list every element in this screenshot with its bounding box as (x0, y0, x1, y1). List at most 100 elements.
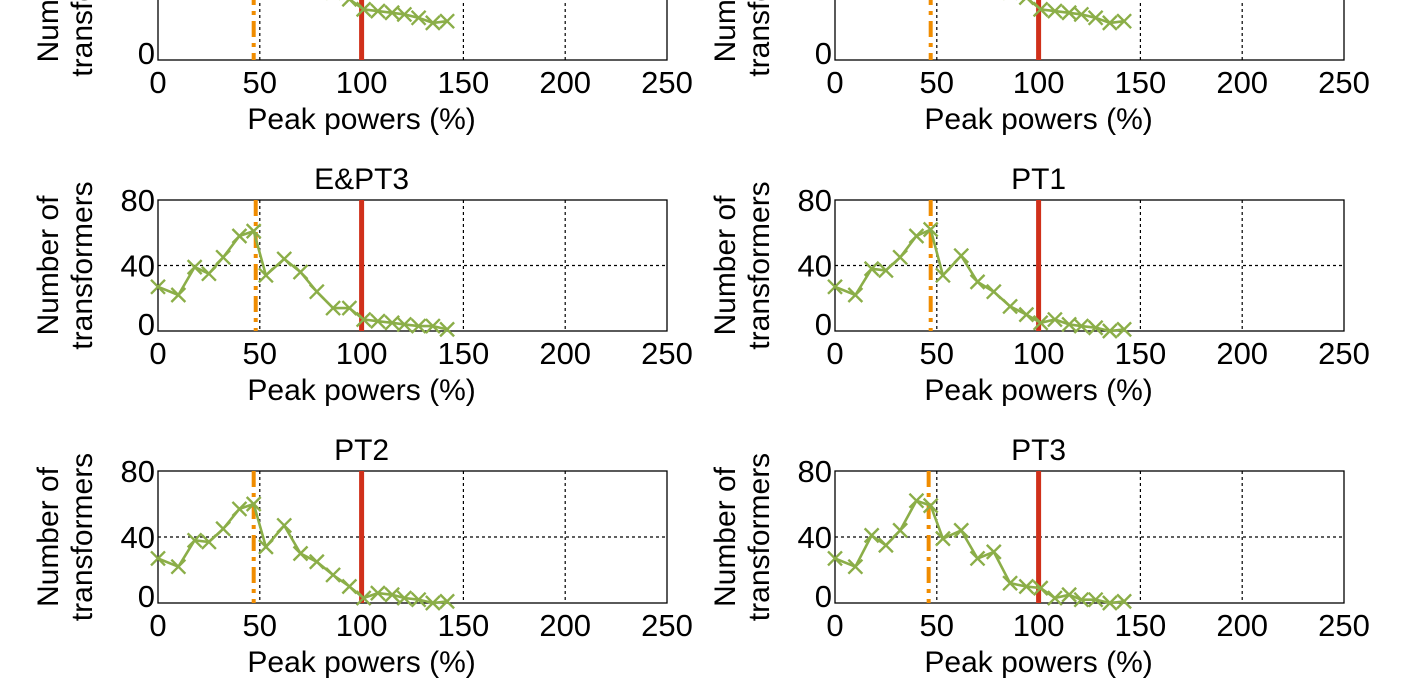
x-tick-label: 150 (1115, 65, 1167, 100)
data-point-marker (922, 497, 939, 514)
data-point-marker (1018, 306, 1035, 323)
data-point-marker (341, 300, 358, 316)
data-point-marker (1073, 591, 1090, 608)
y-axis-title-line2: transformers (66, 0, 99, 77)
data-point-marker (847, 558, 864, 575)
chart-panel-4: 0 50 100 150 200 250 0 40 80 Peak powers (%) Numbe… (709, 163, 1370, 407)
data-point-marker (439, 593, 455, 610)
data-point-marker (292, 545, 309, 562)
x-tick-label: 0 (149, 336, 166, 371)
data-point-marker (410, 318, 427, 334)
data-point-marker (847, 287, 864, 303)
y-tick-label: 40 (121, 520, 155, 555)
y-axis-title-line2: transformers (66, 181, 99, 349)
chart-panel-5: 0 50 100 150 200 250 0 40 80 Peak powers (%) Numbe… (32, 434, 693, 679)
series-line (834, 499, 1125, 605)
x-tick-label: 200 (539, 608, 591, 643)
x-axis-title: Peak powers (%) (247, 374, 475, 407)
x-tick-label: 100 (336, 336, 388, 371)
data-point-marker (985, 544, 1002, 560)
data-point-marker (425, 595, 441, 611)
x-tick-label: 150 (438, 336, 490, 371)
data-point-marker (1073, 318, 1090, 334)
chart-panel-3: 0 50 100 150 200 250 0 40 80 Peak powers (%) Numbe… (32, 163, 693, 407)
data-point-marker (186, 532, 203, 549)
x-tick-label: 50 (243, 608, 277, 643)
data-point-marker (215, 520, 232, 537)
x-tick-label: 100 (336, 608, 388, 643)
series-line (157, 502, 448, 605)
y-tick-label: 0 (815, 579, 832, 614)
data-point-marker (1116, 13, 1132, 30)
y-tick-label: 40 (798, 249, 832, 284)
y-tick-label: 80 (798, 454, 832, 489)
data-point-marker (1032, 314, 1049, 331)
data-point-marker (258, 539, 274, 555)
panel-title: E&PT3 (314, 163, 409, 196)
data-point-marker (170, 287, 187, 303)
data-point-marker (953, 522, 970, 539)
y-tick-label: 40 (798, 520, 832, 555)
x-tick-label: 100 (1013, 608, 1065, 643)
data-point-marker (355, 590, 372, 606)
data-point-marker (245, 496, 262, 512)
data-point-marker (1087, 319, 1104, 336)
data-point-marker (201, 534, 217, 550)
x-axis-title: Peak powers (%) (247, 646, 475, 679)
x-tick-label: 150 (438, 65, 490, 100)
data-point-marker (370, 585, 386, 601)
y-tick-label: 80 (798, 183, 832, 218)
data-point-marker (827, 550, 843, 567)
data-point-marker (292, 264, 309, 280)
y-axis-title-line2: transformers (743, 181, 776, 349)
y-tick-label: 80 (121, 183, 155, 218)
x-tick-label: 50 (243, 336, 277, 371)
data-point-marker (258, 267, 274, 284)
y-axis-title-line1: Number of (32, 466, 65, 607)
data-point-marker (325, 300, 341, 316)
chart-panel-1: 0 50 100 150 200 250 0 Peak powers (%) Number of… (32, 0, 693, 136)
data-point-marker (370, 3, 386, 19)
data-point-marker (425, 15, 441, 31)
x-tick-label: 200 (1216, 336, 1268, 371)
data-point-marker (1002, 575, 1018, 592)
data-point-marker (892, 249, 909, 266)
data-point-marker (935, 530, 951, 547)
plot-frame (834, 199, 1345, 332)
x-tick-label: 200 (1216, 608, 1268, 643)
data-point-marker (953, 247, 970, 264)
data-point-marker (341, 0, 358, 8)
y-axis-title-line1: Number of (709, 466, 742, 607)
x-tick-label: 200 (1216, 65, 1268, 100)
x-tick-label: 250 (641, 336, 693, 371)
data-point-marker (1032, 1, 1049, 18)
data-point-marker (170, 558, 187, 575)
data-point-marker (1102, 323, 1118, 339)
plot-frame (157, 470, 668, 604)
x-tick-label: 100 (1013, 65, 1065, 100)
data-point-marker (150, 550, 166, 567)
x-axis-title: Peak powers (%) (247, 103, 475, 136)
y-tick-label: 0 (815, 36, 832, 71)
data-point-marker (908, 492, 925, 509)
x-tick-label: 250 (641, 65, 693, 100)
x-tick-label: 50 (920, 65, 954, 100)
data-point-marker (370, 313, 386, 330)
plot-frame (834, 0, 1345, 61)
data-point-marker (892, 522, 909, 539)
series-line (157, 229, 448, 331)
y-axis-title-line1: Number of (709, 195, 742, 336)
data-point-marker (1047, 590, 1063, 606)
data-point-marker (1073, 6, 1090, 23)
data-point-marker (969, 274, 986, 290)
data-point-marker (935, 267, 951, 284)
x-tick-label: 250 (1318, 608, 1370, 643)
y-tick-label: 40 (121, 249, 155, 284)
data-point-marker (922, 221, 939, 238)
y-axis-title-line1: Number of (32, 0, 65, 63)
data-point-marker (410, 9, 427, 26)
x-tick-label: 200 (539, 336, 591, 371)
data-point-marker (201, 265, 217, 282)
data-point-marker (1087, 591, 1104, 608)
data-point-marker (308, 553, 325, 570)
